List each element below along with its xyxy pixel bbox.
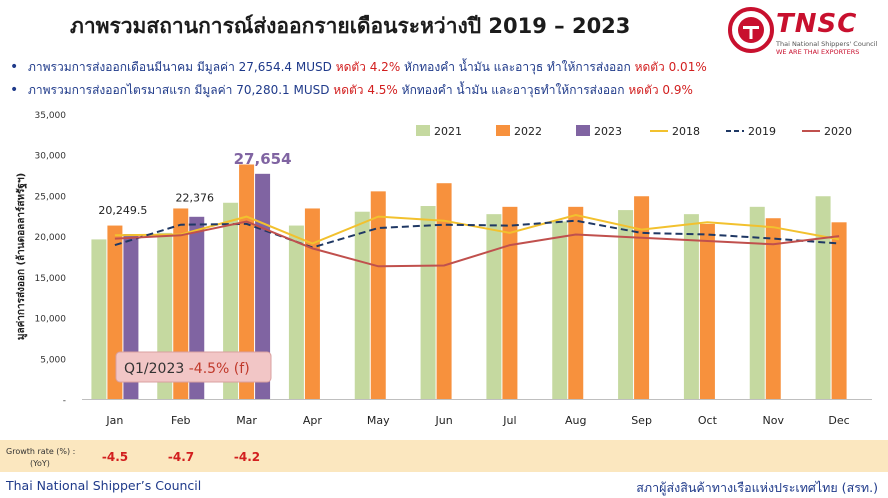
x-tick-label: Sep xyxy=(631,414,652,427)
export-chart: - 5,000 10,000 15,000 20,000 25,000 30,000 35,0… xyxy=(15,111,872,427)
x-tick-label: Apr xyxy=(303,414,323,427)
bullet-text: หักทองคำ น้ำมัน และอาวุธทำให้การส่งออก xyxy=(397,83,629,97)
bullet-highlight: หดตัว 0.9% xyxy=(628,83,693,97)
y-tick-label: 5,000 xyxy=(40,355,66,365)
bar-2021 xyxy=(223,202,239,399)
bar-2021 xyxy=(552,221,568,399)
bar-2022 xyxy=(568,206,584,399)
bullet-text: ภาพรวมการส่งออกไตรมาสแรก มีมูลค่า 70,280… xyxy=(28,83,334,97)
bullet-highlight: หดตัว 4.2% xyxy=(335,60,401,74)
legend-swatch-2021 xyxy=(416,125,430,136)
y-tick-label: 15,000 xyxy=(35,274,67,284)
bar-2022 xyxy=(436,183,452,399)
x-tick-label: Jul xyxy=(502,414,516,427)
bar-2021 xyxy=(420,206,436,399)
legend-label-2021: 2021 xyxy=(434,125,462,138)
legend-label-2022: 2022 xyxy=(514,125,542,138)
bar-2021 xyxy=(749,206,765,399)
logo-brand: TNSC xyxy=(776,9,858,39)
bullet-dot-icon: • xyxy=(10,82,19,98)
bar-2022 xyxy=(831,222,847,399)
data-label: 27,654 xyxy=(234,150,292,168)
growth-value-feb: -4.7 xyxy=(167,450,195,464)
legend-label-2019: 2019 xyxy=(748,125,776,138)
bullet-text: ภาพรวมการส่งออกเดือนมีนาคม มีมูลค่า 27,6… xyxy=(28,60,336,74)
bullet-text: หักทองคำ น้ำมัน และอาวุธ ทำให้การส่งออก xyxy=(400,60,635,74)
growth-band xyxy=(0,440,888,472)
x-tick-label: May xyxy=(367,414,390,427)
bar-2021 xyxy=(815,196,831,399)
legend-label-2023: 2023 xyxy=(594,125,622,138)
x-tick-label: Jan xyxy=(105,414,123,427)
y-tick-label: 30,000 xyxy=(35,152,67,162)
legend-swatch-2022 xyxy=(496,125,510,136)
growth-rate-label-line1: Growth rate (%) : xyxy=(6,447,76,456)
tnsc-emblem-icon xyxy=(728,7,774,53)
bar-2021 xyxy=(91,239,107,399)
line-2018 xyxy=(114,213,840,245)
summary-bullets: • ภาพรวมการส่งออกเดือนมีนาคม มีมูลค่า 27,… xyxy=(10,56,707,102)
y-axis-title: มูลค่าการส่งออก (ล้านดอลลาร์สหรัฐฯ) xyxy=(15,173,28,340)
summary-bullet-march: • ภาพรวมการส่งออกเดือนมีนาคม มีมูลค่า 27,… xyxy=(10,56,707,79)
y-tick-label: 20,000 xyxy=(35,233,67,243)
bar-2022 xyxy=(173,208,189,399)
logo-slogan: WE ARE THAI EXPORTERS xyxy=(776,48,860,56)
bar-2021 xyxy=(486,214,502,399)
x-tick-label: Mar xyxy=(236,414,257,427)
x-tick-label: Nov xyxy=(763,414,785,427)
data-label: 20,249.5 xyxy=(98,204,147,217)
bar-2021 xyxy=(618,210,634,399)
bar-2022 xyxy=(370,191,386,399)
x-tick-label: Jun xyxy=(434,414,452,427)
legend-label-2020: 2020 xyxy=(824,125,852,138)
tnsc-logo: TNSC Thai National Shippers' Council WE … xyxy=(728,4,878,56)
bar-2021 xyxy=(288,225,304,399)
bar-2021 xyxy=(683,214,699,399)
y-tick-label: 25,000 xyxy=(35,192,67,202)
summary-bullet-q1: • ภาพรวมการส่งออกไตรมาสแรก มีมูลค่า 70,28… xyxy=(10,79,707,102)
x-tick-label: Aug xyxy=(565,414,586,427)
legend-swatch-2023 xyxy=(576,125,590,136)
x-tick-label: Dec xyxy=(828,414,849,427)
q1-annotation-value: -4.5% (f) xyxy=(189,361,250,377)
growth-value-jan: -4.5 xyxy=(101,450,129,464)
growth-value-mar: -4.2 xyxy=(233,450,261,464)
bar-2022 xyxy=(502,206,518,399)
y-tick-label: 35,000 xyxy=(35,111,67,121)
growth-rate-label-line2: (YoY) xyxy=(30,459,50,468)
bar-2022 xyxy=(634,196,650,399)
y-tick-label: 10,000 xyxy=(35,315,67,325)
x-tick-label: Feb xyxy=(171,414,190,427)
logo-tagline: Thai National Shippers' Council xyxy=(776,40,878,48)
bullet-dot-icon: • xyxy=(10,59,19,75)
bullet-highlight: หดตัว 4.5% xyxy=(333,83,398,97)
growth-rate-label: Growth rate (%) : (YoY) xyxy=(6,446,75,470)
bar-2022 xyxy=(304,208,320,399)
bar-2022 xyxy=(765,218,781,399)
bar-2021 xyxy=(354,211,370,399)
bar-2022 xyxy=(699,223,715,399)
page-title: ภาพรวมสถานการณ์ส่งออกรายเดือนระหว่างปี 2… xyxy=(70,14,631,38)
q1-annotation-box xyxy=(115,351,272,383)
q1-annotation-prefix: Q1/2023 xyxy=(124,361,189,377)
footer-org-english: Thai National Shipper’s Council xyxy=(6,478,202,493)
line-2020 xyxy=(114,220,840,268)
q1-annotation-label: Q1/2023 -4.5% (f) xyxy=(124,361,250,377)
legend-label-2018: 2018 xyxy=(672,125,700,138)
footer-org-thai: สภาผู้ส่งสินค้าทางเรือแห่งประเทศไทย (สรท… xyxy=(636,480,878,495)
data-label: 22,376 xyxy=(176,192,215,205)
bullet-highlight: หดตัว 0.01% xyxy=(634,60,707,74)
x-tick-label: Oct xyxy=(698,414,718,427)
y-tick-label: - xyxy=(63,396,66,406)
